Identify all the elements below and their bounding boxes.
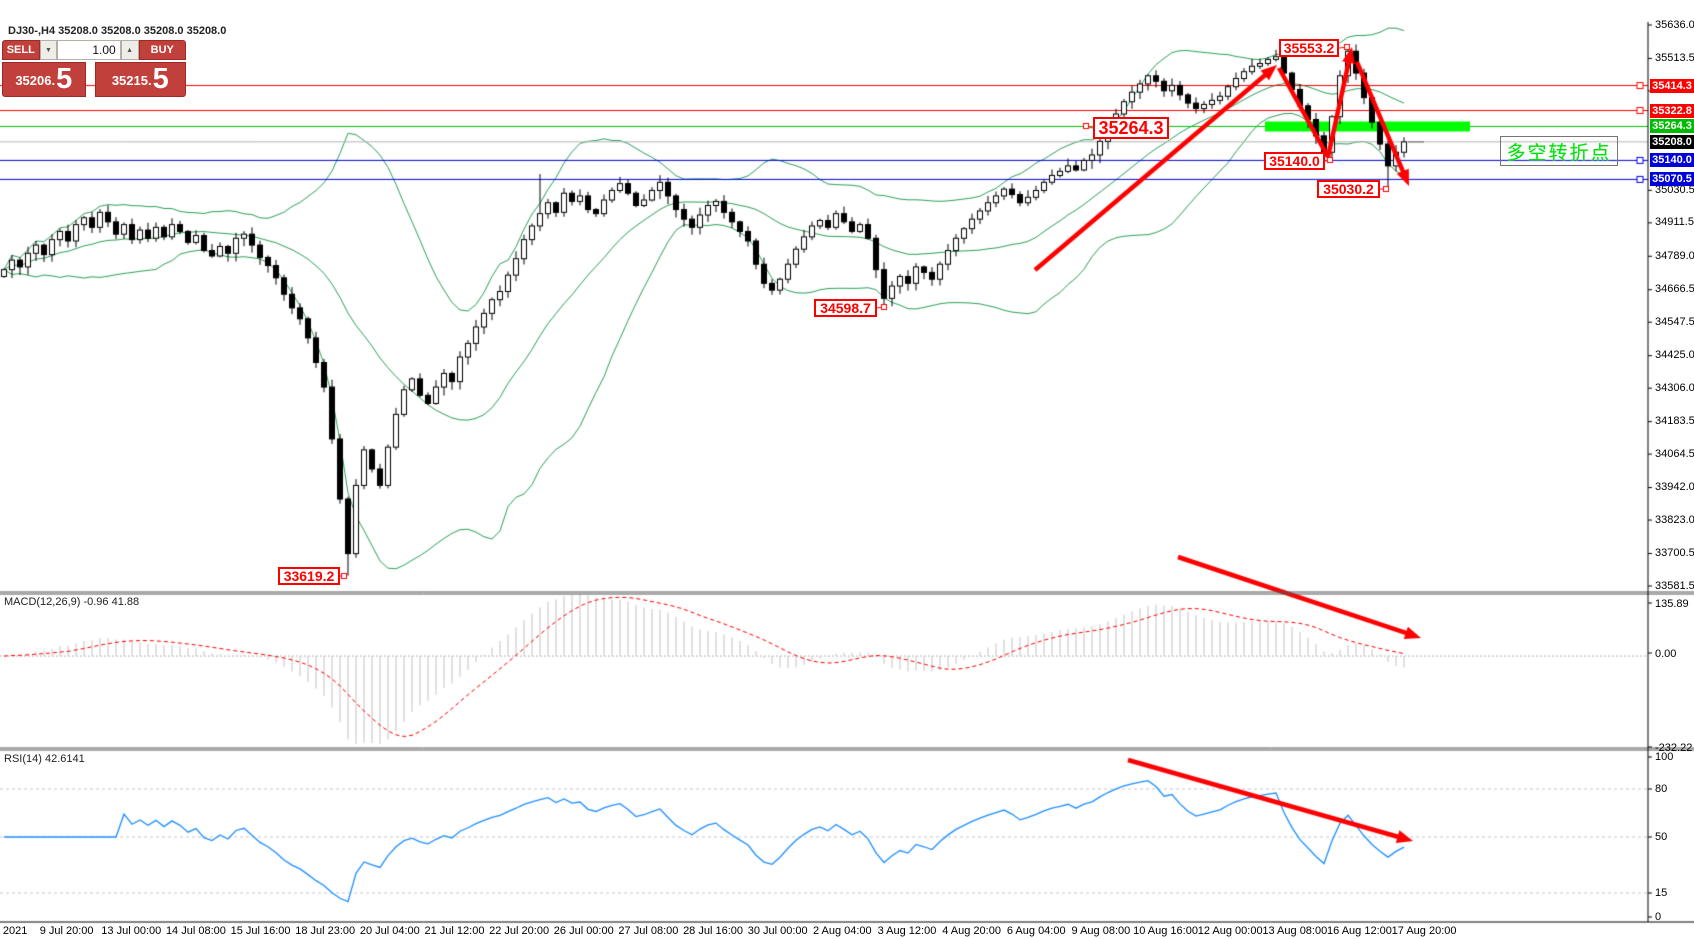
date-axis-label: 12 Aug 00:00 [1197,925,1263,937]
price-level-tag: 35322.8 [1650,103,1694,118]
ask-price-main: 35215. [111,73,152,88]
price-axis-tick: 33700.5 [1655,547,1694,559]
date-axis-label: 9 Aug 08:00 [1071,925,1131,937]
date-axis-label: 30 Jul 00:00 [747,925,808,937]
price-axis-tick: 34183.5 [1655,415,1694,428]
price-callout-label[interactable]: 35553.2 [1279,39,1339,57]
price-axis-tick: 35030.5 [1655,183,1694,196]
rsi-axis-tick: 50 [1655,830,1668,843]
bid-price-main: 35206. [15,73,56,88]
symbol-title: DJ30-,H4 35208.0 35208.0 35208.0 35208.0 [8,25,227,37]
date-axis-label: 17 Aug 20:00 [1391,925,1457,937]
ask-price-big-digit: 5 [152,63,169,95]
price-axis-tick: 35636.0 [1655,18,1694,31]
price-level-tag: 35140.0 [1650,153,1694,168]
price-axis-tick: 35513.5 [1655,51,1694,64]
date-axis-label: 13 Aug 08:00 [1262,925,1328,937]
date-axis-label: 21 Jul 12:00 [424,925,485,937]
rsi-axis-tick: 80 [1655,782,1668,795]
date-axis-label: 20 Jul 04:00 [359,925,420,937]
price-level-tag: 35414.3 [1650,78,1694,93]
date-axis-label: 3 Aug 12:00 [877,925,937,937]
volume-decrease-button[interactable]: ▼ [39,40,58,60]
price-callout-label[interactable]: 35030.2 [1317,180,1380,198]
date-axis-label: 16 Aug 12:00 [1327,925,1392,937]
price-level-tag: 35070.5 [1650,172,1694,187]
price-axis-tick: 33942.0 [1655,481,1694,494]
price-axis-tick: 34789.0 [1655,249,1694,262]
price-axis-tick: 33581.5 [1655,579,1694,592]
rsi-axis-tick: 0 [1655,910,1662,923]
date-axis-label: 22 Jul 20:00 [489,925,550,937]
macd-indicator-label: MACD(12,26,9) -0.96 41.88 [4,596,140,608]
macd-axis-tick: 135.89 [1655,598,1689,610]
bid-price-big-digit: 5 [56,63,73,95]
date-axis-label: 10 Aug 16:00 [1133,925,1198,937]
rsi-indicator-label: RSI(14) 42.6141 [4,753,85,765]
ask-price-box[interactable]: 35215. 5 [94,62,186,97]
price-axis-tick: 33823.0 [1655,513,1694,526]
price-axis-tick: 34425.0 [1655,349,1694,362]
macd-axis-tick: 0.00 [1655,648,1677,660]
price-axis-tick: 34666.5 [1655,283,1694,296]
annotation-text-box[interactable]: 多空转折点 [1500,136,1618,166]
date-axis-label: 4 Aug 20:00 [942,925,1001,937]
buy-button[interactable]: BUY [138,40,186,60]
price-axis-tick: 34547.5 [1655,315,1694,328]
price-axis-tick: 34306.0 [1655,381,1694,394]
date-axis-label: 9 Jul 20:00 [39,925,94,937]
date-axis-label: 2 Aug 04:00 [812,925,872,937]
price-axis-tick: 34911.5 [1655,216,1694,229]
price-callout-label[interactable]: 33619.2 [278,567,340,585]
date-axis-label: 28 Jul 16:00 [683,925,743,937]
date-axis-label: 13 Jul 00:00 [101,925,162,937]
one-click-trade-panel: SELL ▼ 1.00 ▲ BUY 35206. 5 35215. 5 [2,40,186,97]
price-axis-tick: 34064.5 [1655,447,1694,460]
macd-axis-tick: -232.22 [1655,742,1693,754]
bid-price-box[interactable]: 35206. 5 [2,62,86,97]
date-axis-label: 18 Jul 23:00 [295,925,356,937]
volume-increase-button[interactable]: ▲ [120,40,139,60]
price-callout-label[interactable]: 34598.7 [814,299,877,317]
price-callout-label[interactable]: 35140.0 [1264,152,1325,170]
date-axis-label: 14 Jul 08:00 [165,925,226,937]
date-axis-label: 8 Jul 2021 [0,925,28,937]
date-axis-label: 6 Aug 04:00 [1006,925,1066,937]
volume-input[interactable]: 1.00 [57,40,121,60]
sell-button[interactable]: SELL [2,40,40,60]
price-level-tag: 35264.3 [1650,119,1694,134]
rsi-axis-tick: 100 [1655,750,1674,763]
price-level-tag: 35208.0 [1650,134,1694,149]
date-axis-label: 27 Jul 08:00 [618,925,679,937]
date-axis-label: 26 Jul 00:00 [553,925,614,937]
rsi-axis-tick: 15 [1655,886,1668,899]
date-axis-label: 15 Jul 16:00 [230,925,291,937]
price-callout-label[interactable]: 35264.3 [1093,117,1169,139]
